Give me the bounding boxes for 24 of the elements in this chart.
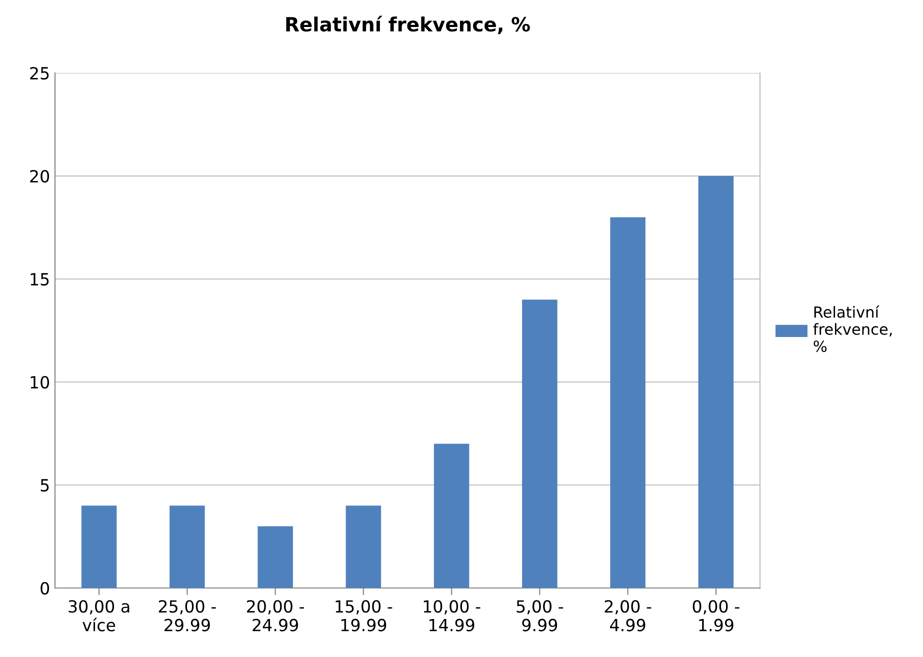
- x-tick-label: 2,00 - 4.99: [604, 600, 652, 632]
- x-tick-label: 15,00 - 19.99: [336, 600, 392, 632]
- x-tick-label: 20,00 - 24.99: [247, 600, 304, 632]
- y-tick-label: 0: [40, 582, 50, 595]
- bar: [698, 176, 734, 588]
- bar: [346, 506, 382, 588]
- bar: [434, 444, 470, 588]
- y-tick-label: 10: [30, 376, 50, 389]
- y-tick-label: 5: [40, 479, 49, 492]
- x-tick-label: 25,00 - 29.99: [158, 600, 216, 632]
- x-tick-label: 0,00 - 1.99: [692, 600, 740, 632]
- bar: [610, 217, 646, 588]
- legend-label: Relativní frekvence, %: [813, 305, 892, 352]
- y-tick-label: 25: [30, 66, 49, 80]
- bar: [258, 526, 293, 588]
- x-tick-label: 10,00 - 14.99: [424, 600, 480, 632]
- y-tick-label: 15: [30, 273, 49, 286]
- bar: [170, 506, 205, 588]
- x-tick-label: 5,00 - 9.99: [516, 600, 564, 632]
- y-tick-label: 20: [30, 170, 50, 183]
- bar: [522, 300, 558, 588]
- bar: [81, 506, 117, 588]
- x-tick-label: 30,00 a více: [68, 600, 130, 632]
- chart-title: Relativní frekvence, %: [286, 16, 530, 34]
